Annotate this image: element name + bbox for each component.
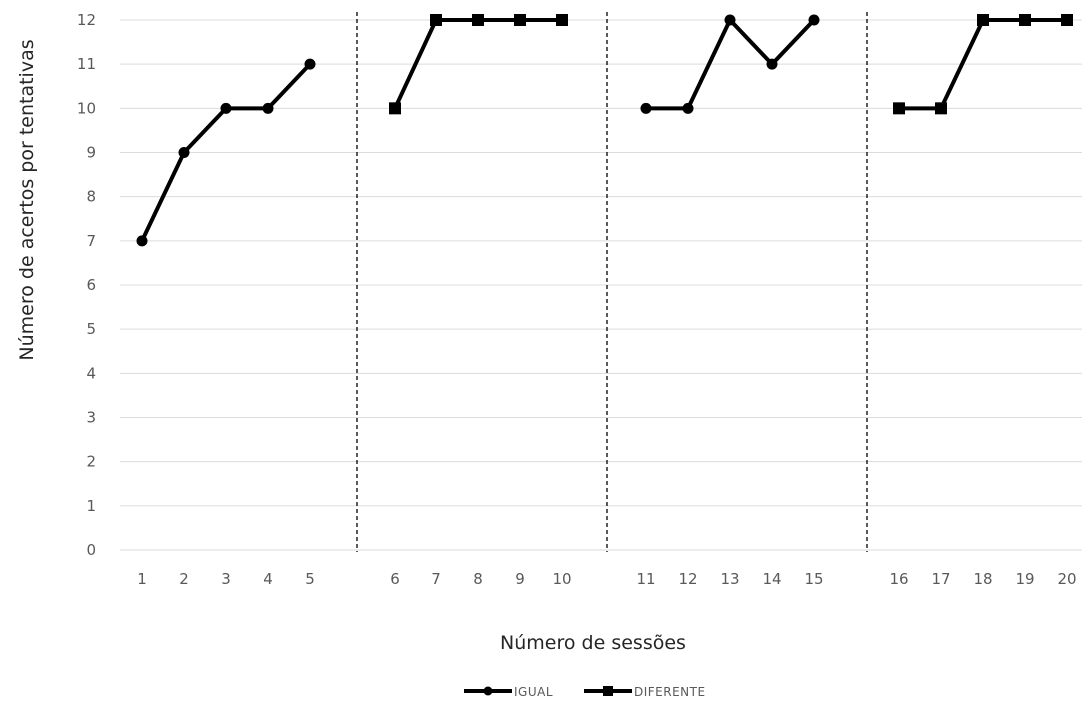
data-point-diferente: [935, 102, 947, 115]
y-tick-label: 0: [86, 541, 96, 559]
x-tick-label: 7: [431, 570, 441, 588]
x-tick-label: 18: [973, 570, 992, 588]
x-tick-label: 6: [390, 570, 400, 588]
data-point-diferente: [1019, 14, 1031, 26]
data-point-igual: [766, 58, 778, 70]
y-tick-label: 9: [86, 144, 96, 162]
data-point-igual: [304, 58, 316, 70]
x-tick-label: 10: [552, 570, 571, 588]
x-tick-label: 13: [720, 570, 739, 588]
x-tick-label: 15: [804, 570, 823, 588]
y-tick-label: 2: [86, 453, 96, 471]
data-point-diferente: [389, 102, 401, 115]
y-tick-label: 10: [77, 99, 96, 117]
data-point-igual: [682, 102, 694, 114]
x-tick-label: 2: [179, 570, 189, 588]
data-point-igual: [178, 147, 190, 158]
data-point-igual: [640, 102, 652, 114]
x-tick-label: 14: [762, 570, 781, 588]
x-tick-label: 8: [473, 570, 483, 588]
data-point-igual: [724, 14, 736, 26]
gridlines: [120, 19, 1082, 551]
x-axis-tick-labels: 1 2 3 4 5 6 7 8 9 10 11 12 13 14 15 16 17 18 19 20: [137, 570, 1076, 588]
data-point-igual: [808, 14, 820, 26]
x-tick-label: 5: [305, 570, 315, 588]
data-point-diferente: [430, 14, 442, 26]
y-tick-label: 7: [86, 232, 96, 250]
x-tick-label: 16: [889, 570, 908, 588]
x-tick-label: 17: [931, 570, 950, 588]
legend-marker-igual: [483, 686, 493, 696]
x-axis-title: Número de sessões: [500, 632, 686, 654]
data-point-diferente: [514, 14, 526, 26]
x-tick-label: 20: [1057, 570, 1076, 588]
x-tick-label: 1: [137, 570, 147, 588]
legend-marker-diferente: [603, 686, 613, 696]
y-tick-label: 5: [86, 320, 96, 338]
data-point-diferente: [472, 14, 484, 26]
data-point-igual: [136, 235, 148, 247]
data-point-diferente: [1061, 14, 1073, 26]
data-point-diferente: [556, 14, 568, 26]
x-tick-label: 12: [678, 570, 697, 588]
x-tick-label: 19: [1015, 570, 1034, 588]
legend-label-diferente: DIFERENTE: [634, 685, 706, 699]
x-tick-label: 11: [636, 570, 655, 588]
x-tick-label: 9: [515, 570, 525, 588]
y-tick-label: 12: [77, 11, 96, 29]
legend: IGUAL DIFERENTE: [464, 685, 706, 699]
data-series: [136, 14, 1073, 247]
y-tick-label: 1: [86, 497, 96, 515]
y-tick-label: 4: [86, 364, 96, 382]
data-point-igual: [220, 102, 232, 114]
legend-label-igual: IGUAL: [514, 685, 553, 699]
data-point-igual: [262, 102, 274, 114]
y-axis-title: Número de acertos por tentativas: [16, 39, 38, 360]
data-point-diferente: [977, 14, 989, 26]
y-tick-label: 6: [86, 276, 96, 294]
y-tick-label: 8: [86, 188, 96, 206]
data-point-diferente: [893, 102, 905, 115]
y-tick-label: 3: [86, 409, 96, 427]
x-tick-label: 4: [263, 570, 273, 588]
x-tick-label: 3: [221, 570, 231, 588]
y-tick-label: 11: [77, 55, 96, 73]
phase-change-lines: [356, 12, 868, 552]
